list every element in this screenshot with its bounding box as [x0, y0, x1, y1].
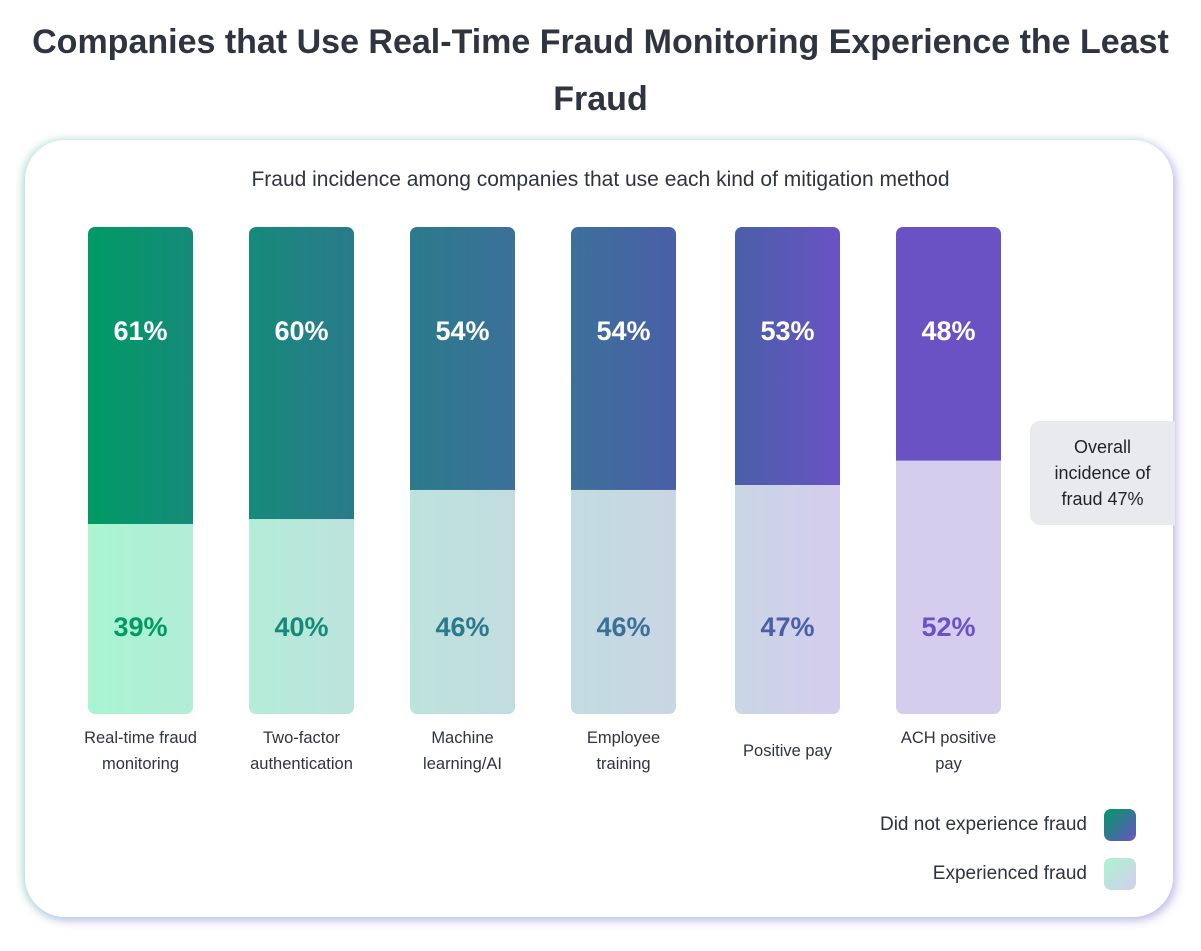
data-label-experienced: 40% [274, 612, 328, 642]
bar-not-experienced [571, 227, 676, 490]
category-label: Machine learning/AI [423, 729, 502, 773]
chart-subtitle: Fraud incidence among companies that use… [251, 168, 950, 191]
bar-not-experienced [735, 227, 840, 486]
legend-label-not-experienced: Did not experience fraud [879, 814, 1087, 835]
category-label: Positive pay [743, 742, 832, 760]
data-label-experienced: 52% [921, 612, 975, 642]
category-label: Real-time fraud monitoring [84, 729, 197, 773]
bar-experienced [571, 489, 676, 714]
bar-experienced [249, 519, 354, 714]
data-label-experienced: 46% [435, 612, 489, 642]
bar-not-experienced [88, 227, 193, 525]
overall-incidence-annotation: Overall incidence of fraud 47% [1030, 421, 1175, 525]
data-label-not-experienced: 53% [760, 316, 814, 346]
legend-swatch-experienced [1104, 858, 1136, 890]
data-label-not-experienced: 61% [113, 316, 167, 346]
data-label-not-experienced: 60% [274, 316, 328, 346]
legend-swatch-not-experienced [1104, 809, 1136, 841]
data-label-experienced: 47% [760, 612, 814, 642]
bar-not-experienced [896, 227, 1001, 461]
bar-not-experienced [410, 227, 515, 490]
data-label-not-experienced: 48% [921, 316, 975, 346]
data-label-experienced: 39% [113, 612, 167, 642]
data-label-experienced: 46% [596, 612, 650, 642]
bar-experienced [896, 460, 1001, 714]
bar-not-experienced [249, 227, 354, 520]
bar-experienced [735, 485, 840, 714]
category-label: Employee training [586, 729, 661, 773]
chart-title: Companies that Use Real-Time Fraud Monit… [32, 23, 1169, 118]
category-label: Two-factor authentication [250, 729, 353, 773]
bar-experienced [88, 524, 193, 714]
data-label-not-experienced: 54% [596, 316, 650, 346]
legend-label-experienced: Experienced fraud [932, 863, 1087, 884]
bar-experienced [410, 489, 515, 714]
annotation-text: Overall incidence of fraud 47% [1054, 437, 1151, 509]
category-label: ACH positive pay [900, 729, 997, 773]
data-label-not-experienced: 54% [435, 316, 489, 346]
